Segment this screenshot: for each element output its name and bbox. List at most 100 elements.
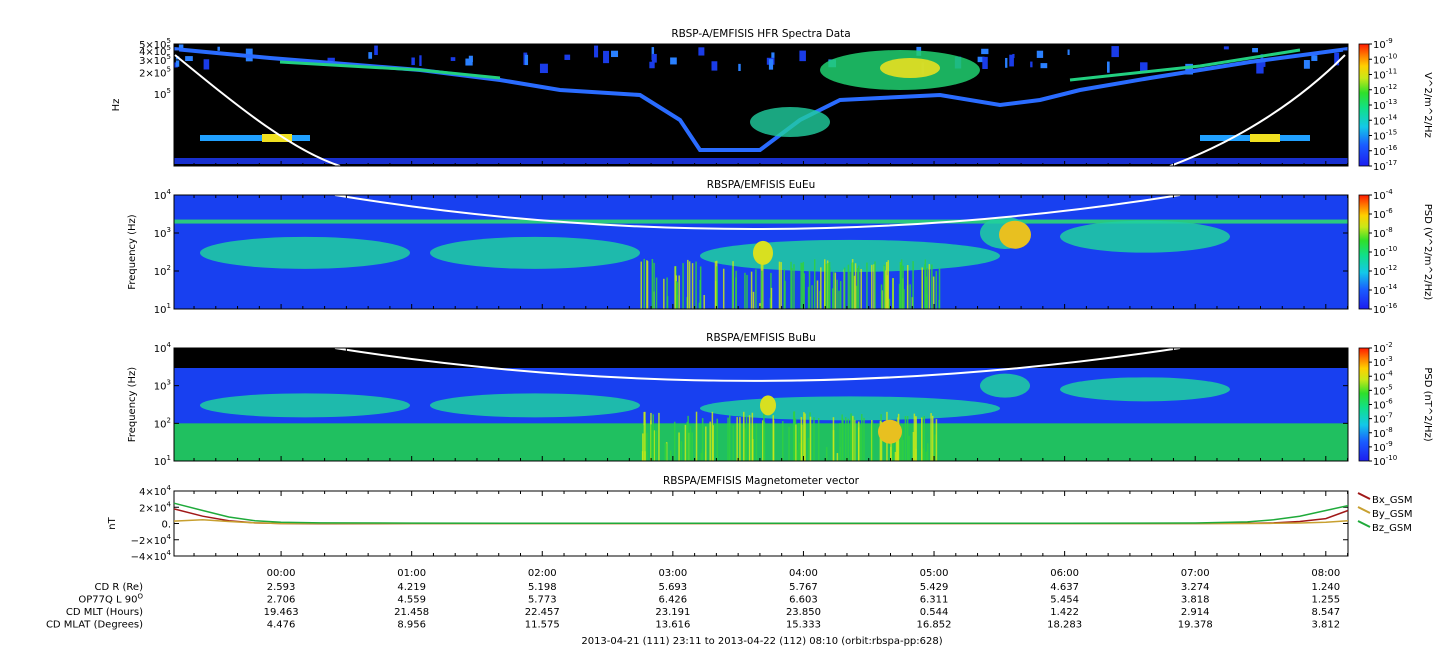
colorbar-tick-label: 10-8: [1373, 226, 1393, 240]
ephemeris-value: 3.812: [1311, 620, 1340, 631]
broadband-burst: [655, 430, 657, 461]
chorus-band: [200, 236, 410, 269]
spectral-patch: [450, 57, 456, 61]
broadband-burst: [935, 271, 937, 309]
spectrogram-panel-1: RBSP-A/EMFISIS HFR Spectra Data 5×1054×10…: [111, 28, 1433, 173]
broadband-burst: [666, 277, 668, 309]
broadband-burst: [913, 413, 916, 461]
broadband-burst: [859, 425, 862, 461]
broadband-burst: [879, 420, 882, 461]
broadband-burst: [925, 451, 927, 461]
spectral-patch: [611, 50, 619, 58]
ephemeris-value: 5.693: [659, 582, 688, 593]
broadband-burst: [811, 285, 813, 309]
ephemeris-value: 4.476: [267, 620, 296, 631]
broadband-burst: [813, 417, 815, 461]
spectral-patch: [1256, 61, 1264, 74]
colorbar-tick-label: 10-4: [1373, 369, 1393, 383]
broadband-burst: [904, 416, 907, 461]
broadband-burst: [885, 261, 888, 309]
broadband-burst: [791, 268, 793, 309]
colorbar-tick-label: 10-10: [1373, 454, 1397, 468]
broadband-burst: [902, 265, 904, 309]
colorbar: [1358, 43, 1370, 167]
ephemeris-value: 19.378: [1178, 620, 1213, 631]
broadband-burst: [892, 426, 894, 461]
spectral-patch: [419, 55, 422, 66]
spectral-patch: [1040, 63, 1048, 69]
line-emission: [174, 219, 1348, 224]
broadband-burst: [832, 430, 835, 461]
spectral-patch: [799, 50, 806, 62]
spectral-patch: [698, 47, 705, 56]
spectral-patch: [1030, 61, 1033, 68]
x-tick-label: 07:00: [1181, 568, 1210, 579]
plot-frame: [173, 347, 1349, 462]
spectral-patch: [594, 45, 599, 58]
broadband-burst: [743, 411, 745, 461]
emission-band-bright: [279, 60, 501, 80]
broadband-burst: [824, 259, 826, 309]
colorbar-label: PSD (nT^2/Hz): [1422, 367, 1433, 441]
broadband-burst: [788, 426, 790, 461]
spectral-patch: [982, 56, 988, 69]
broadband-burst: [903, 289, 905, 309]
broadband-burst: [930, 413, 932, 461]
spectral-patch: [651, 47, 655, 61]
broadband-burst: [802, 261, 805, 309]
broadband-burst: [861, 414, 863, 461]
spectral-patch: [670, 57, 677, 65]
broadband-burst: [680, 441, 683, 461]
ephemeris-value: 1.422: [1050, 607, 1079, 618]
ephemeris-value: 8.547: [1311, 607, 1340, 618]
broadband-burst: [716, 266, 718, 309]
broadband-burst: [839, 423, 841, 461]
fce-trace: [334, 195, 1181, 230]
ephemeris-value: 16.852: [917, 620, 952, 631]
broadband-burst: [934, 434, 936, 461]
broadband-burst: [915, 416, 917, 461]
spectral-patch: [368, 52, 373, 59]
y-axis-label: Hz: [111, 99, 122, 112]
spectral-patch: [1311, 55, 1318, 61]
broadband-burst: [871, 264, 873, 309]
spectrogram-image: [174, 195, 1348, 309]
noise-line: [200, 135, 310, 141]
y-tick-label: 2×105: [139, 66, 171, 80]
broadband-burst: [853, 275, 856, 309]
broadband-burst: [687, 415, 689, 461]
broadband-burst: [755, 423, 758, 461]
broadband-burst: [844, 417, 847, 461]
magnetometer-panel: RBSPA/EMFISIS Magnetometer vector 4×104 2×…: [107, 475, 1413, 563]
broadband-burst: [935, 419, 938, 461]
spectral-patch: [1334, 52, 1340, 66]
colorbar-tick-label: 10-16: [1373, 302, 1398, 316]
broadband-burst: [807, 286, 810, 309]
colorbar-tick-label: 10-12: [1373, 83, 1397, 97]
ephemeris-value: 19.463: [264, 607, 299, 618]
broadband-burst: [684, 424, 687, 461]
ephemeris-value: 1.240: [1311, 582, 1340, 593]
broadband-burst: [873, 264, 875, 309]
y-tick-label: 101: [154, 454, 171, 468]
broadband-burst: [675, 281, 678, 309]
spectral-patch: [738, 63, 741, 72]
broadband-burst: [686, 421, 689, 461]
panel-title: RBSPA/EMFISIS EuEu: [707, 179, 816, 191]
broadband-burst: [850, 262, 853, 309]
broadband-burst: [839, 281, 842, 309]
ephemeris-value: 5.429: [920, 582, 949, 593]
broadband-burst: [838, 290, 840, 309]
broadband-burst: [673, 421, 676, 461]
noise-line-bright: [262, 134, 292, 142]
broadband-burst: [825, 263, 828, 309]
broadband-burst: [653, 430, 655, 461]
colorbar-tick-label: 10-7: [1373, 412, 1393, 426]
chorus-band: [430, 236, 640, 269]
broadband-burst: [921, 267, 923, 309]
broadband-burst: [816, 280, 819, 309]
spectral-patch: [1252, 47, 1258, 53]
broadband-burst: [646, 260, 648, 309]
colorbar-tick-label: 10-16: [1373, 144, 1398, 158]
